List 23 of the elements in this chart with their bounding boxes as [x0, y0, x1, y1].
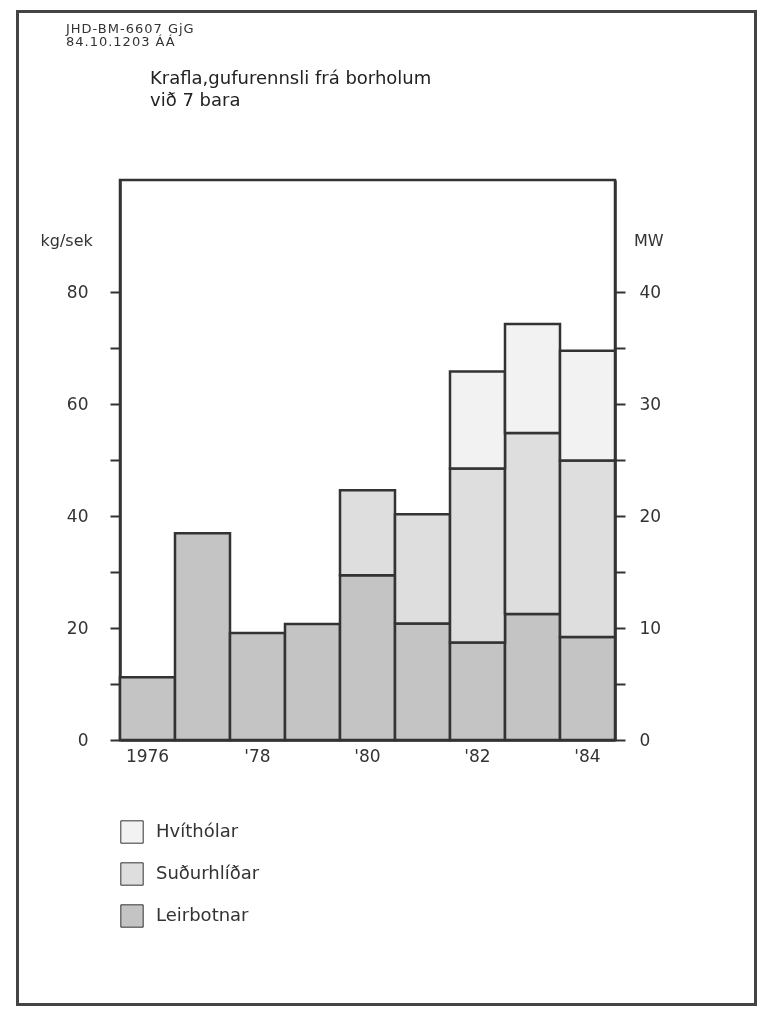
x-tick-label: '78 [244, 745, 271, 766]
y2-tick-label: 40 [639, 281, 662, 302]
y-tick-label: 60 [66, 393, 89, 414]
y2-tick-label: 30 [639, 393, 662, 414]
legend-label: Suðurhlíðar [156, 862, 260, 883]
y-tick-label: 80 [66, 281, 89, 302]
legend-label: Leirbotnar [156, 904, 250, 925]
chart-subtitle: við 7 bara [150, 89, 241, 110]
y2-tick-label: 20 [639, 505, 662, 526]
y-axis-title: kg/sek [40, 230, 94, 250]
x-tick-label: '82 [464, 745, 491, 766]
y2-tick-label: 10 [639, 617, 662, 638]
y-tick-label: 40 [66, 505, 89, 526]
y-tick-label: 20 [66, 617, 89, 638]
y-tick-label: 0 [77, 729, 89, 750]
x-tick-label: '84 [574, 745, 601, 766]
y2-axis-title: MW [633, 230, 664, 250]
legend-label: Hvíthólar [156, 820, 239, 841]
x-tick-label: 1976 [125, 745, 170, 766]
x-tick-label: '80 [354, 745, 381, 766]
chart-title: Krafla,gufurennsli frá borholum [150, 67, 432, 88]
y2-tick-label: 0 [639, 729, 651, 750]
text: JHD-BM-6607 GjG [66, 21, 195, 36]
